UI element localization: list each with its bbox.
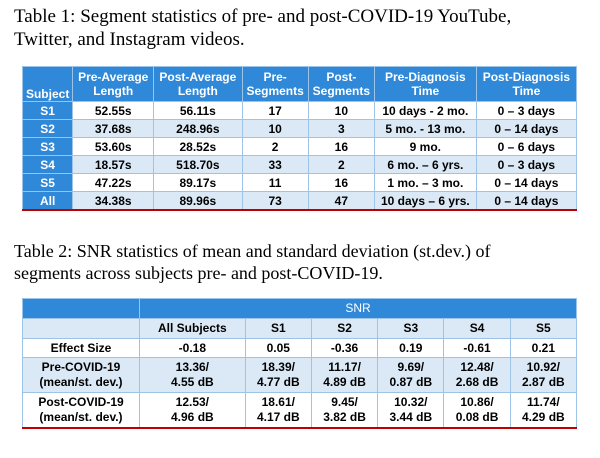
table-cell: 3: [307, 119, 375, 138]
table-cell: 18.39/4.77 dB: [244, 357, 312, 393]
table-cell: 5 mo. - 13 mo.: [373, 119, 477, 138]
table-cell: 10: [307, 101, 375, 120]
table-cell: 16: [307, 173, 375, 192]
table-cell: 10: [241, 119, 309, 138]
table-cell: 33: [241, 155, 309, 174]
table-cell: 56.11s: [153, 101, 243, 120]
table-cell: -0.61: [443, 338, 511, 358]
segment-statistics-table: Subject Pre-Average Length Post-Average Le…: [21, 66, 578, 211]
post-covid-row: Post-COVID-19 (mean/st. dev.) 12.53/4.96 …: [22, 392, 578, 429]
table-cell: 12.53/4.96 dB: [139, 392, 246, 429]
snr-statistics-table: SNR All Subjects S1 S2 S3 S4 S5 Effect S…: [22, 298, 578, 429]
table-cell: 518.70s: [153, 155, 243, 174]
col-header-s5: S5: [509, 318, 578, 339]
table2-caption-line1: Table 2: SNR statistics of mean and stan…: [14, 241, 491, 261]
table-cell: 10.86/0.08 dB: [443, 392, 511, 429]
table-cell: 89.17s: [153, 173, 243, 192]
table-cell: 248.96s: [153, 119, 243, 138]
col-header-s1: S1: [244, 318, 312, 339]
table-row: S5 47.22s 89.17s 11 16 1 mo. – 3 mo. 0 –…: [21, 173, 578, 192]
row-label-pre-covid: Pre-COVID-19 (mean/st. dev.): [22, 357, 140, 393]
table1-caption: Table 1: Segment statistics of pre- and …: [14, 5, 586, 51]
table-cell: 47.22s: [72, 173, 155, 192]
table-cell: 12.48/2.68 dB: [443, 357, 511, 393]
blank-header-cell: [22, 298, 140, 319]
subject-cell: S3: [21, 137, 74, 156]
table-cell: 6 mo. – 6 yrs.: [373, 155, 477, 174]
subject-cell: S1: [21, 101, 74, 120]
table-cell: 0 – 14 days: [475, 173, 578, 192]
subject-cell: All: [21, 191, 74, 211]
table-cell: 1 mo. – 3 mo.: [373, 173, 477, 192]
header-pre-diagnosis-time: Pre-Diagnosis Time: [373, 66, 477, 102]
pre-covid-row: Pre-COVID-19 (mean/st. dev.) 13.36/4.55 d…: [22, 357, 578, 393]
table-cell: 0.19: [377, 338, 445, 358]
table-cell: 18.61/4.17 dB: [244, 392, 312, 429]
table2-caption: Table 2: SNR statistics of mean and stan…: [14, 240, 586, 284]
table-cell: 73: [241, 191, 309, 211]
table-cell: 16: [307, 137, 375, 156]
table-cell: 9.45/3.82 dB: [310, 392, 379, 429]
table1-header-row: Subject Pre-Average Length Post-Average Le…: [21, 66, 578, 102]
table-row: S1 52.55s 56.11s 17 10 10 days - 2 mo. 0…: [21, 101, 578, 120]
table-cell: 28.52s: [153, 137, 243, 156]
subject-cell: S4: [21, 155, 74, 174]
table-row: S4 18.57s 518.70s 33 2 6 mo. – 6 yrs. 0 …: [21, 155, 578, 174]
table-cell: 10.32/3.44 dB: [377, 392, 445, 429]
table-cell: 37.68s: [72, 119, 155, 138]
table-cell: 89.96s: [153, 191, 243, 211]
col-header-all-subjects: All Subjects: [139, 318, 246, 339]
table1-caption-line1: Table 1: Segment statistics of pre- and …: [14, 6, 512, 27]
table-cell: 18.57s: [72, 155, 155, 174]
table-cell: 0 – 3 days: [475, 155, 578, 174]
effect-size-row: Effect Size -0.18 0.05 -0.36 0.19 -0.61 …: [22, 338, 578, 358]
header-post-diagnosis-time: Post-Diagnosis Time: [475, 66, 578, 102]
table-row: All 34.38s 89.96s 73 47 10 days – 6 yrs.…: [21, 191, 578, 211]
table-cell: 2: [241, 137, 309, 156]
table2-column-header-row: All Subjects S1 S2 S3 S4 S5: [22, 318, 578, 339]
table-cell: 10.92/2.87 dB: [509, 357, 578, 393]
table-cell: 0 – 3 days: [475, 101, 578, 120]
row-label-post-covid: Post-COVID-19 (mean/st. dev.): [22, 392, 140, 429]
table-cell: 9 mo.: [373, 137, 477, 156]
table-cell: 0.05: [244, 338, 312, 358]
table2-caption-line2: segments across subjects pre- and post-C…: [14, 263, 383, 283]
table-cell: 0.21: [509, 338, 578, 358]
snr-group-header: SNR: [139, 298, 577, 319]
row-label-effect-size: Effect Size: [22, 338, 140, 358]
col-header-s2: S2: [310, 318, 379, 339]
table-cell: 0 – 14 days: [475, 119, 578, 138]
table-cell: 52.55s: [72, 101, 155, 120]
subject-cell: S2: [21, 119, 74, 138]
table-cell: 2: [307, 155, 375, 174]
table-cell: -0.36: [310, 338, 379, 358]
table-row: S3 53.60s 28.52s 2 16 9 mo. 0 – 6 days: [21, 137, 578, 156]
table-cell: 17: [241, 101, 309, 120]
table-cell: 11: [241, 173, 309, 192]
header-post-segments: Post- Segments: [307, 66, 375, 102]
table-cell: 13.36/4.55 dB: [139, 357, 246, 393]
subject-cell: S5: [21, 173, 74, 192]
table-cell: 9.69/0.87 dB: [377, 357, 445, 393]
blank-corner-cell: [22, 318, 140, 339]
col-header-s3: S3: [377, 318, 445, 339]
table-cell: 0 – 14 days: [475, 191, 578, 211]
table-cell: -0.18: [139, 338, 246, 358]
col-header-s4: S4: [443, 318, 511, 339]
table2-group-header-row: SNR: [22, 298, 577, 319]
header-pre-average-length: Pre-Average Length: [72, 66, 155, 102]
table-cell: 34.38s: [72, 191, 155, 211]
table1-caption-line2: Twitter, and Instagram videos.: [14, 29, 245, 50]
table-cell: 10 days - 2 mo.: [373, 101, 477, 120]
table-row: S2 37.68s 248.96s 10 3 5 mo. - 13 mo. 0 …: [21, 119, 578, 138]
table-cell: 47: [307, 191, 375, 211]
header-subject: Subject: [21, 66, 74, 102]
table-cell: 10 days – 6 yrs.: [373, 191, 477, 211]
header-pre-segments: Pre- Segments: [241, 66, 309, 102]
table-cell: 0 – 6 days: [475, 137, 578, 156]
table-cell: 11.17/4.89 dB: [310, 357, 379, 393]
header-post-average-length: Post-Average Length: [153, 66, 243, 102]
table-cell: 11.74/4.29 dB: [509, 392, 578, 429]
table-cell: 53.60s: [72, 137, 155, 156]
